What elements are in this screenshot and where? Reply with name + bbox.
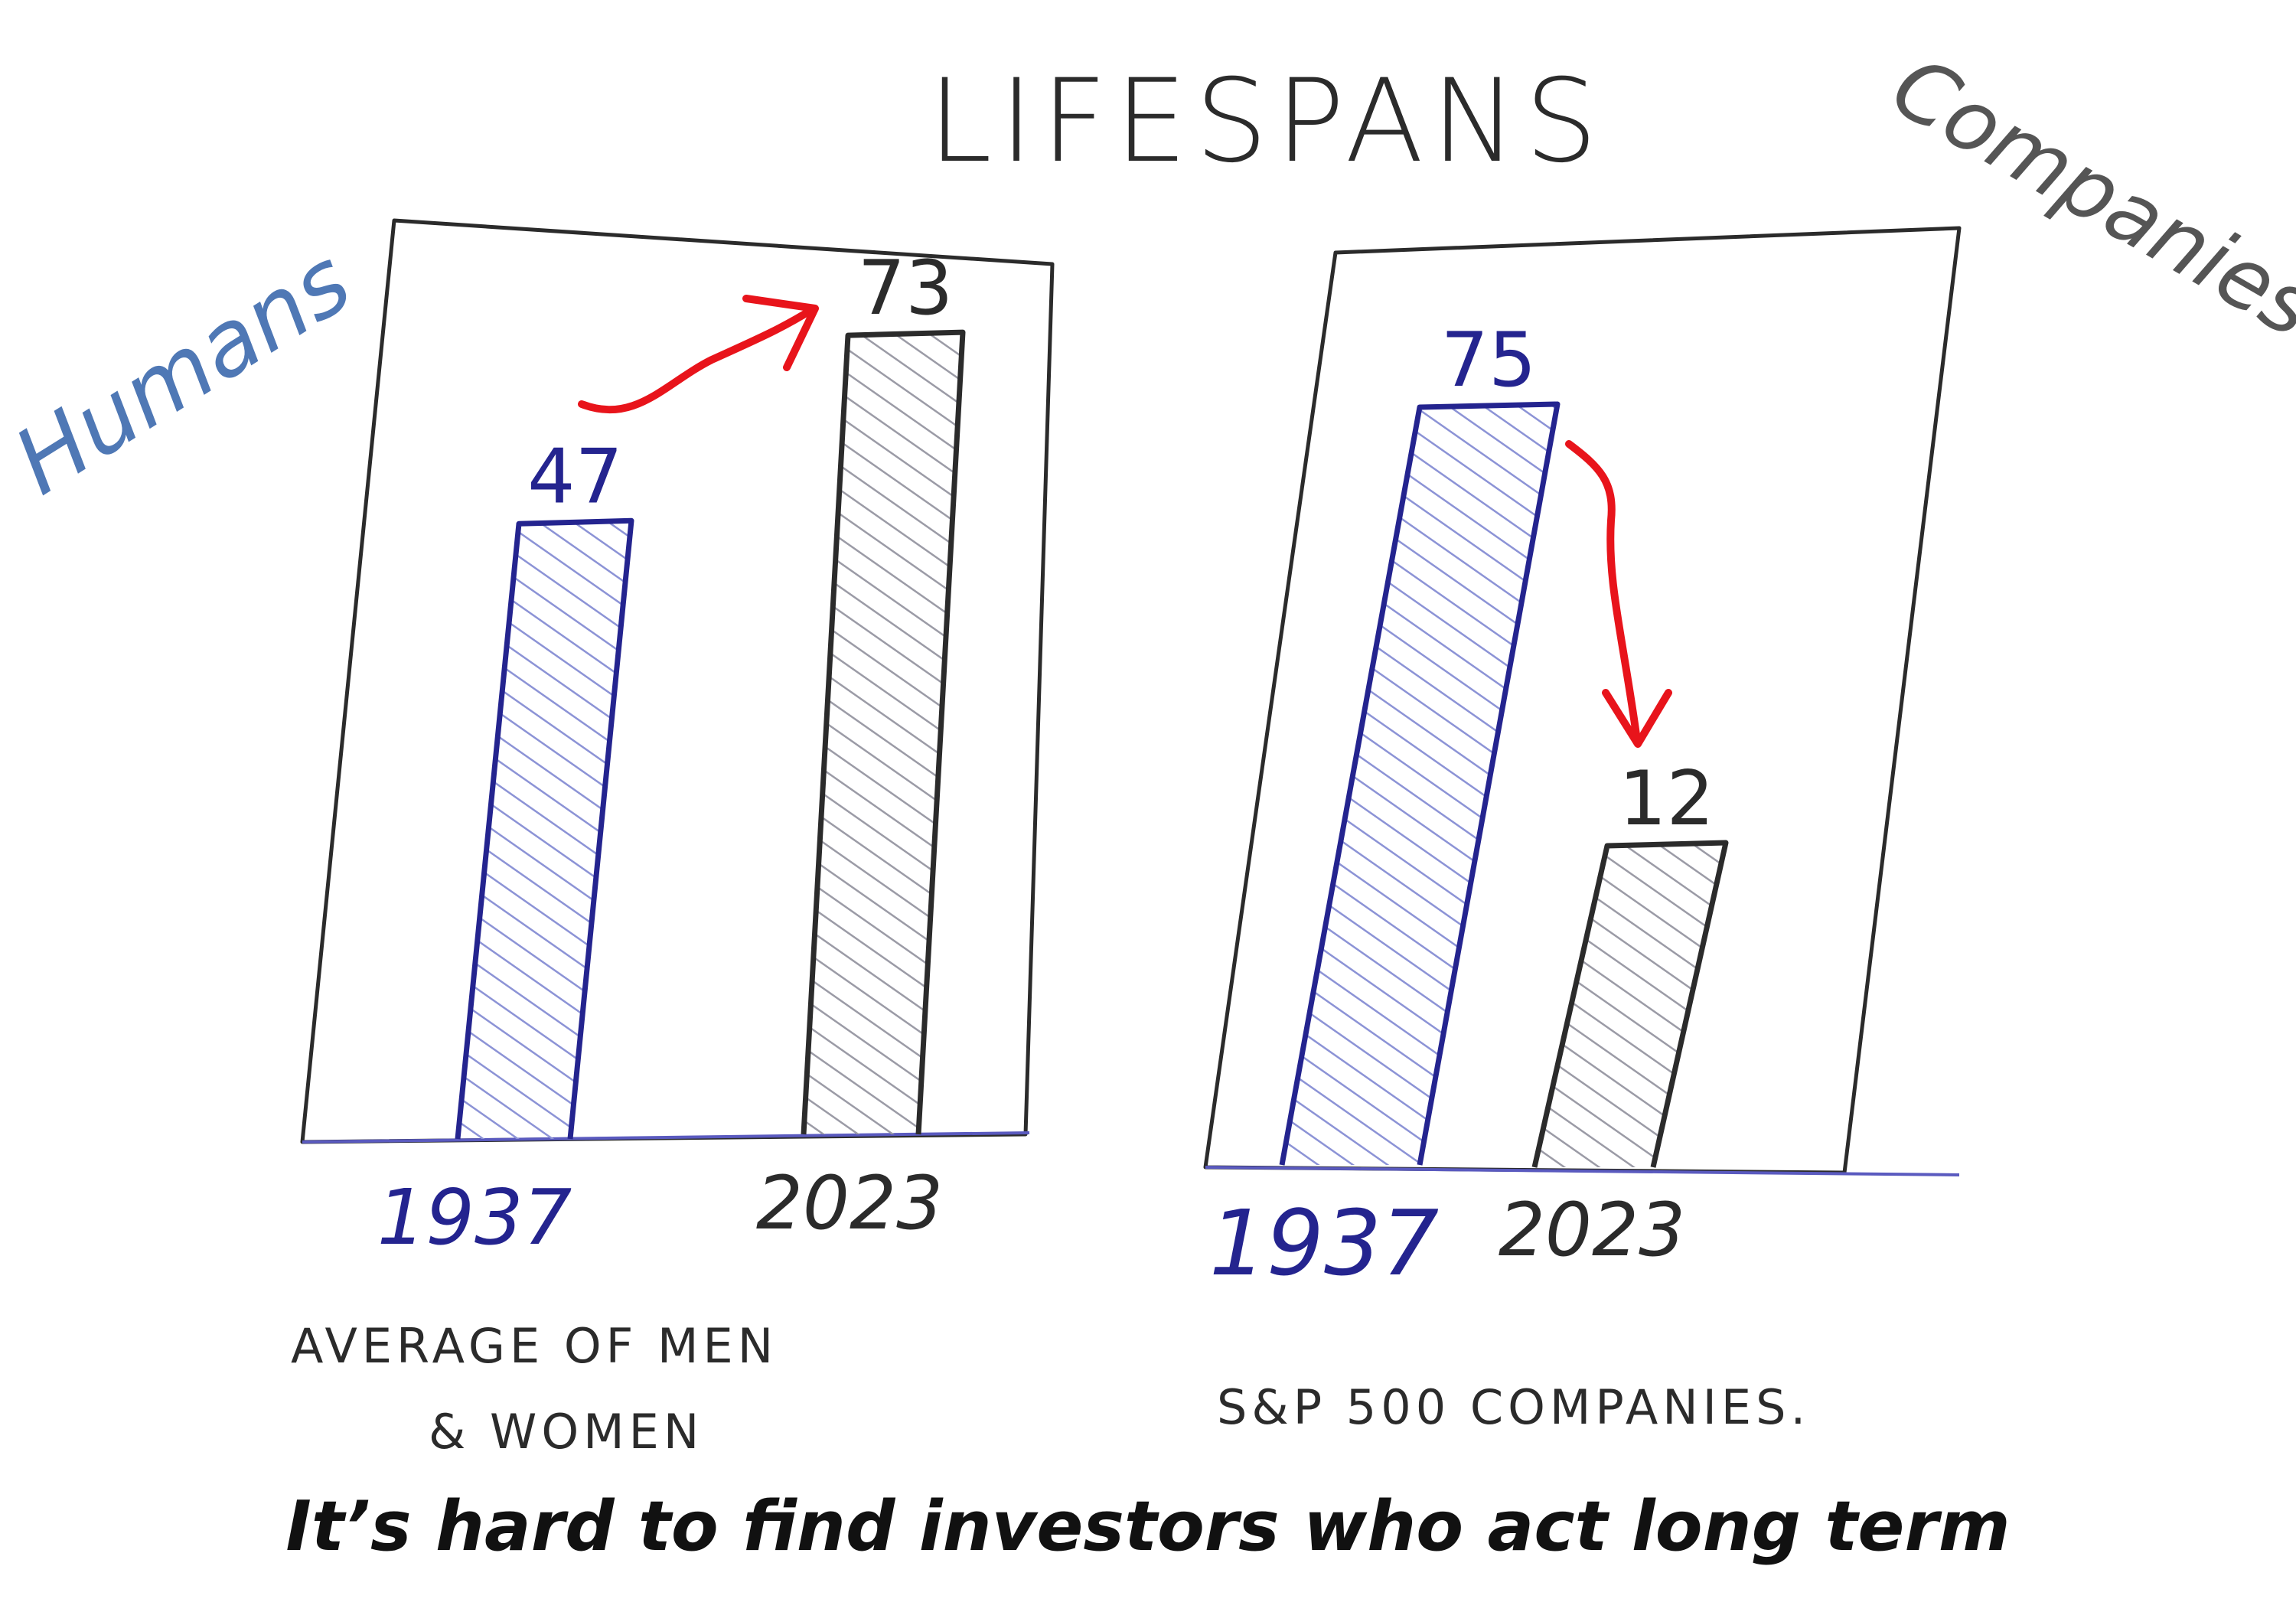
humans-caption-line-1: AVERAGE OF MEN: [291, 1318, 778, 1374]
companies-side-label: Companies: [1876, 37, 2296, 357]
companies-chart: 75 12 1937 2023 S&P 500 COMPANIES.: [1203, 226, 1962, 1435]
tick-label-companies-1937: 1937: [1209, 1190, 1439, 1296]
humans-side-label: Humans: [0, 228, 368, 515]
companies-bar-1937: 75: [1279, 317, 1561, 1166]
value-label-humans-1937: 47: [527, 433, 623, 520]
increase-arrow: [578, 295, 819, 414]
footer-text: It’s hard to find investors who act long…: [285, 1486, 2010, 1567]
humans-chart: 47 73 1937 2023 AVERAGE OF MEN & WOMEN: [291, 218, 1055, 1460]
increase-arrow-stroke: [578, 306, 815, 414]
humans-bar-1937: 47: [455, 433, 634, 1140]
humans-bar-2023: 73: [801, 245, 966, 1135]
decrease-arrow-head: [1602, 689, 1672, 748]
bar-humans-2023: [801, 329, 966, 1135]
tick-label-humans-1937: 1937: [377, 1173, 572, 1262]
companies-bar-2023: 12: [1531, 755, 1729, 1168]
value-label-companies-2023: 12: [1619, 755, 1714, 843]
tick-label-humans-2023: 2023: [756, 1160, 943, 1246]
humans-caption-line-2: & WOMEN: [429, 1404, 703, 1460]
decrease-arrow: [1565, 440, 1672, 748]
companies-x-axis: [1205, 1166, 1960, 1176]
decrease-arrow-stroke: [1565, 440, 1640, 739]
bar-humans-1937: [455, 517, 634, 1140]
increase-arrow-head: [742, 295, 819, 371]
value-label-humans-2023: 73: [858, 245, 954, 332]
value-label-companies-1937: 75: [1441, 317, 1537, 404]
bar-companies-1937: [1279, 401, 1561, 1166]
tick-label-companies-2023: 2023: [1499, 1187, 1685, 1273]
chart-title: LIFESPANS: [928, 55, 1606, 188]
bar-companies-2023: [1531, 840, 1729, 1168]
companies-caption-line-1: S&P 500 COMPANIES.: [1217, 1379, 1810, 1435]
